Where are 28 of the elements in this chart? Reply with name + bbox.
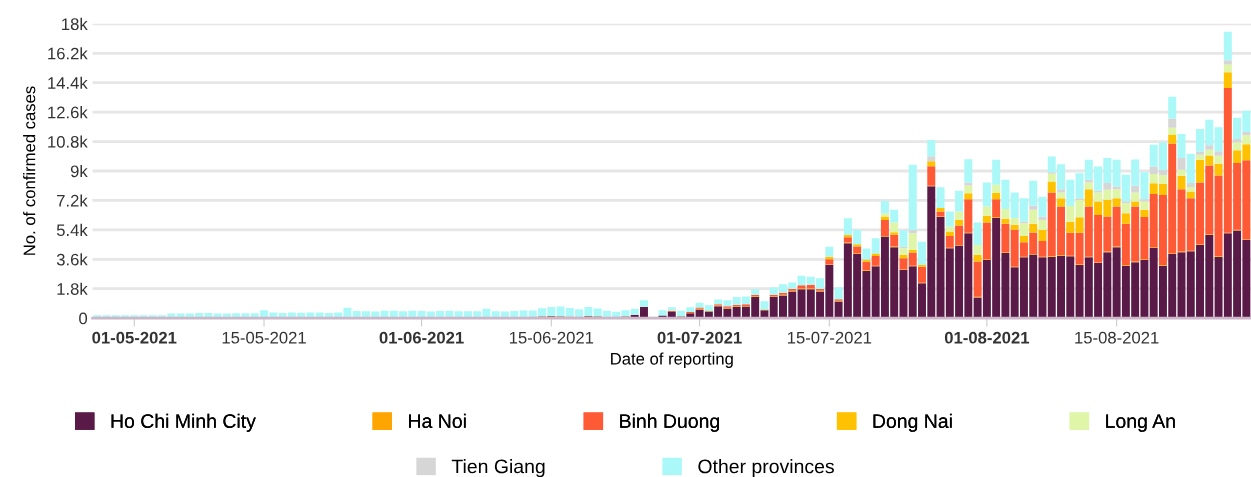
y-tick-label: 10.8k	[48, 135, 88, 148]
legend-label: Binh Duong	[620, 413, 719, 432]
legend-label: Ho Chi Minh City	[111, 413, 256, 432]
x-tick-label: 15-07-2021	[787, 331, 872, 344]
y-tick-label: 9k	[70, 164, 88, 178]
legend-label: Ha Noi	[409, 413, 466, 428]
x-tick-label: 01-05-2021	[92, 331, 177, 344]
y-tick-label: 3.6k	[56, 253, 88, 266]
y-tick-label: 16.2k	[48, 47, 88, 60]
x-axis-title: Date of reporting	[611, 352, 733, 368]
x-tick-label: 15-08-2021	[1075, 331, 1159, 344]
y-tick-label: 5.4k	[56, 223, 88, 237]
legend-label: Dong Nai	[873, 413, 952, 432]
y-tick-label: 18k	[62, 17, 88, 31]
x-tick-label: 15-05-2021	[222, 331, 306, 344]
x-tick-label: 01-08-2021	[944, 331, 1030, 344]
legend-label: Other provinces	[698, 459, 834, 477]
y-tick-label: 7.2k	[57, 194, 88, 207]
legend-label: Long An	[1106, 414, 1175, 432]
x-tick-label: 01-07-2021	[657, 331, 742, 344]
y-tick-label: 1.8k	[57, 282, 88, 295]
y-tick-label: 14.4k	[48, 76, 88, 89]
x-tick-label: 01-06-2021	[379, 331, 464, 344]
y-tick-label: 0	[79, 312, 88, 325]
y-tick-label: 12.6k	[48, 106, 88, 119]
y-axis-title: No. of confirmed cases	[23, 86, 36, 255]
legend-label: Tien Giang	[451, 459, 545, 477]
x-tick-label: 15-06-2021	[509, 331, 594, 344]
